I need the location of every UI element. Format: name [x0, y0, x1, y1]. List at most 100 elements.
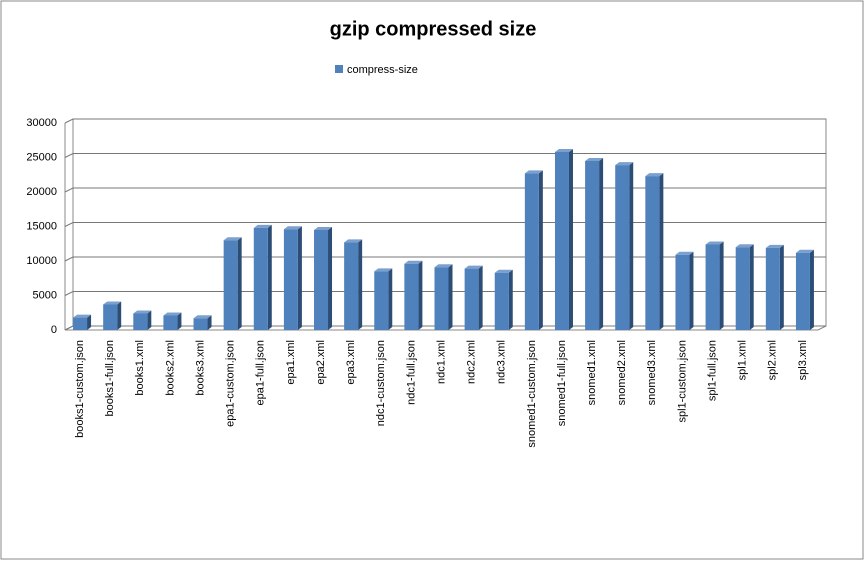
bar-face — [705, 244, 720, 330]
bar-face — [314, 226, 333, 230]
x-tick-label: ndc1-custom.json — [375, 340, 387, 426]
bar-face — [163, 312, 182, 316]
x-tick-label: books2.xml — [164, 340, 176, 396]
bar-face — [645, 173, 664, 177]
bar-face — [779, 244, 784, 330]
bar-face — [283, 229, 298, 330]
bar-face — [554, 148, 573, 152]
bar-face — [735, 247, 750, 330]
bar-face — [615, 165, 630, 330]
bar-face — [434, 267, 449, 330]
bar — [404, 260, 423, 330]
bar-face — [404, 260, 423, 264]
bar-face — [388, 268, 393, 330]
bar-face — [87, 314, 92, 330]
x-tick-label: epa1.xml — [285, 340, 297, 385]
y-tick-label: 30000 — [26, 117, 57, 129]
bar-face — [314, 229, 329, 330]
x-tick-label: snomed1.xml — [586, 340, 598, 405]
bar — [73, 314, 92, 330]
grid-line — [64, 291, 826, 296]
x-tick-label: books1-full.json — [104, 340, 116, 416]
x-tick-label: ndc3.xml — [496, 340, 508, 384]
grid-line — [64, 325, 826, 331]
bar — [554, 148, 573, 330]
x-tick-label: books1-custom.json — [74, 340, 86, 438]
bar — [675, 251, 694, 330]
bar-face — [117, 301, 122, 330]
bar-face — [103, 301, 122, 305]
bar-face — [103, 304, 118, 330]
bar-face — [448, 264, 453, 330]
bar-face — [207, 315, 212, 330]
bar-face — [374, 271, 389, 330]
bar-face — [735, 244, 754, 248]
bar — [705, 241, 724, 330]
y-tick-label: 5000 — [33, 289, 57, 301]
bar-face — [253, 224, 272, 228]
bar — [133, 310, 152, 330]
bar — [374, 268, 393, 330]
bar — [193, 315, 212, 330]
bar-face — [374, 268, 393, 272]
bar — [585, 157, 604, 330]
bar — [524, 170, 543, 330]
bar — [344, 239, 363, 330]
bar-face — [508, 269, 513, 330]
bar-face — [267, 224, 272, 330]
y-tick-label: 10000 — [26, 255, 57, 267]
bar-face — [193, 318, 208, 330]
bar-face — [344, 239, 363, 243]
y-tick-label: 25000 — [26, 151, 57, 163]
x-tick-label: ndc2.xml — [466, 340, 478, 384]
bar — [314, 226, 333, 330]
bar-face — [223, 240, 238, 330]
x-tick-label: spl3.xml — [797, 340, 809, 380]
bar-face — [133, 313, 148, 330]
bar-face — [645, 176, 660, 330]
grid-line — [64, 118, 826, 124]
x-tick-label: epa1-full.json — [255, 340, 267, 405]
bar-face — [585, 157, 604, 161]
bar-face — [133, 310, 152, 314]
bar — [735, 244, 754, 330]
y-tick-label: 0 — [51, 324, 57, 336]
bar-face — [765, 247, 780, 330]
bar-face — [147, 310, 152, 330]
bar-face — [538, 170, 543, 330]
bar-face — [705, 241, 724, 245]
bar-face — [297, 226, 302, 330]
bar-face — [193, 315, 212, 319]
bar-face — [795, 249, 814, 253]
bar-face — [464, 268, 479, 330]
bar-face — [749, 244, 754, 330]
bar — [163, 312, 182, 330]
bar-face — [344, 242, 359, 330]
grid-line — [64, 256, 826, 262]
grid-line — [64, 187, 826, 193]
grid-line — [64, 153, 826, 158]
chart-title: gzip compressed size — [330, 18, 537, 40]
bar — [464, 265, 483, 330]
bar-face — [494, 269, 513, 273]
bar-face — [615, 162, 634, 166]
bar-face — [163, 315, 178, 330]
bar-face — [568, 148, 573, 330]
x-tick-label: snomed1-custom.json — [526, 340, 538, 448]
bar-face — [358, 239, 363, 330]
x-tick-label: ndc1.xml — [435, 340, 447, 384]
bar-face — [464, 265, 483, 269]
bar — [765, 244, 784, 330]
bar — [795, 249, 814, 330]
bar-face — [177, 312, 182, 330]
bar-face — [434, 264, 453, 268]
bar — [283, 226, 302, 330]
x-tick-label: snomed2.xml — [616, 340, 628, 405]
bar — [494, 269, 513, 330]
bar-face — [659, 173, 664, 330]
x-tick-label: books1.xml — [134, 340, 146, 396]
bar-face — [328, 226, 333, 330]
bar — [615, 162, 634, 330]
x-tick-label: spl1-custom.json — [676, 340, 688, 423]
